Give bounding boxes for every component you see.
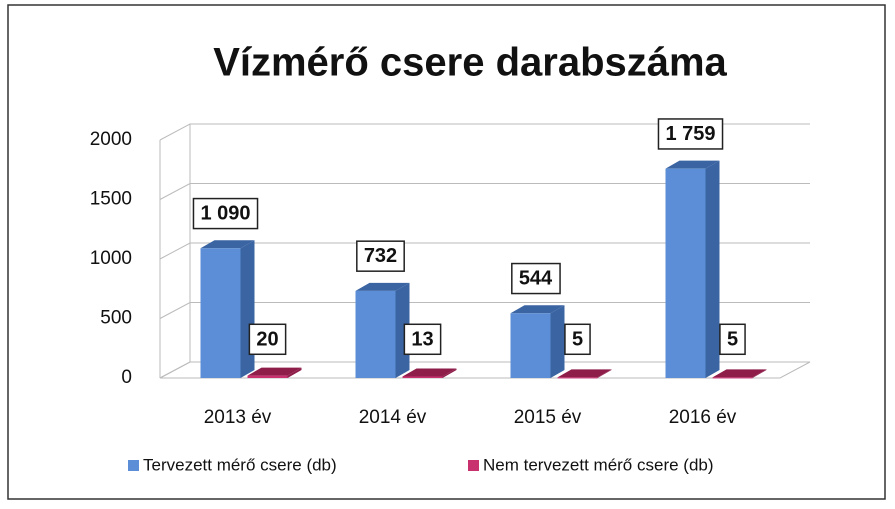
bar-top — [247, 367, 302, 376]
bar-top — [557, 369, 612, 378]
y-tick-label: 1500 — [90, 189, 132, 210]
bar — [247, 375, 288, 378]
bar — [355, 290, 396, 378]
y-tick-label: 500 — [100, 308, 132, 329]
value-label: 13 — [411, 328, 433, 350]
bar — [200, 248, 241, 378]
y-tick-label: 0 — [121, 367, 132, 388]
x-tick-label: 2016 év — [669, 407, 737, 428]
value-label-box — [192, 197, 259, 230]
value-label-box — [356, 240, 405, 272]
bar-top — [402, 368, 457, 377]
bar — [712, 377, 753, 379]
grid-line — [159, 242, 810, 260]
y-tick-label: 2000 — [90, 129, 132, 150]
grid-line — [159, 361, 810, 379]
x-tick-label: 2013 év — [204, 407, 272, 428]
bar-side — [240, 240, 255, 378]
bar-top — [665, 160, 720, 169]
value-label: 5 — [572, 328, 583, 350]
value-label-box — [719, 323, 746, 356]
value-label-box — [403, 323, 442, 356]
value-label-box — [511, 262, 561, 295]
legend-label: Tervezett mérő csere (db) — [143, 455, 337, 474]
value-label-box — [248, 323, 287, 356]
bar-top — [510, 305, 565, 314]
bar-side — [442, 368, 457, 378]
grid-line — [159, 183, 810, 200]
bar-top — [712, 369, 767, 378]
bar-top — [355, 282, 410, 291]
value-label: 732 — [364, 245, 397, 267]
x-tick-label: 2014 év — [359, 407, 427, 428]
value-label: 5 — [727, 328, 738, 350]
bar — [402, 376, 443, 378]
bar-side — [705, 160, 720, 378]
bar-side — [287, 367, 302, 378]
bar-side — [597, 369, 612, 378]
bar-top — [200, 240, 255, 249]
value-label: 1 759 — [665, 123, 715, 145]
bar — [665, 168, 706, 378]
value-label: 544 — [519, 268, 553, 290]
value-label-box — [564, 323, 591, 356]
bar-side — [550, 305, 565, 378]
x-tick-label: 2015 év — [514, 407, 582, 428]
grid-line — [159, 302, 810, 319]
chart-title: Vízmérő csere darabszáma — [213, 41, 727, 85]
bar — [557, 377, 598, 379]
bar-side — [752, 369, 767, 378]
value-label: 1 090 — [200, 203, 250, 225]
legend-label: Nem tervezett mérő csere (db) — [483, 455, 714, 474]
y-tick-label: 1000 — [90, 248, 132, 269]
value-label-box — [657, 118, 724, 150]
legend-swatch — [468, 460, 479, 471]
legend-swatch — [128, 460, 139, 471]
value-label: 20 — [256, 328, 278, 350]
grid-line — [159, 123, 810, 141]
chart-frame — [7, 4, 886, 500]
bar — [510, 313, 551, 378]
